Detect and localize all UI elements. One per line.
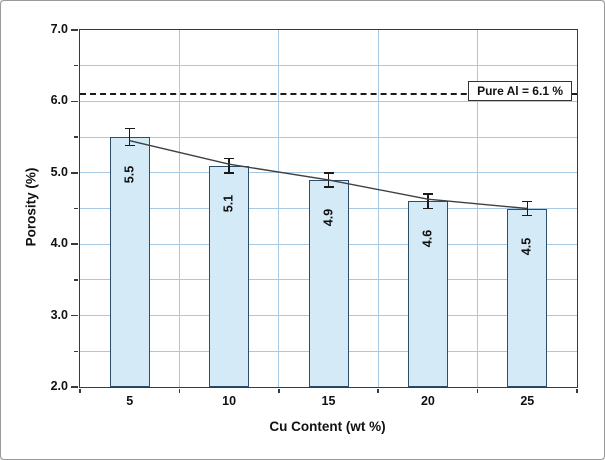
- x-tick: [79, 388, 81, 393]
- error-bar-cap: [522, 214, 533, 217]
- plot-area: Pure Al = 6.1 % 5.5 5 5.1 10 4.9 15 4.6 20 4.5 25…: [51, 22, 578, 408]
- v-gridline: [278, 30, 280, 387]
- bar-value-label: 4.5: [519, 237, 534, 255]
- y-tick-label: 2.0: [50, 379, 68, 393]
- x-tick: [576, 388, 578, 393]
- y-tick: [74, 207, 78, 210]
- y-tick: [71, 314, 78, 317]
- error-bar-line: [427, 194, 429, 209]
- y-tick: [74, 136, 78, 138]
- x-tick-label: 5: [126, 394, 134, 408]
- error-bar-line: [228, 158, 230, 173]
- y-tick: [71, 243, 78, 245]
- x-tick-label: 25: [520, 394, 535, 408]
- x-tick-label: 10: [222, 394, 237, 408]
- error-bar-cap: [323, 172, 334, 174]
- x-tick: [278, 388, 280, 393]
- y-tick-label: 3.0: [50, 307, 68, 322]
- error-bar-cap: [224, 172, 235, 174]
- v-gridline: [178, 30, 180, 387]
- y-tick: [71, 386, 78, 388]
- error-bar-cap: [422, 193, 433, 195]
- h-gridline: [80, 136, 577, 138]
- reference-line-label: Pure Al = 6.1 %: [468, 81, 572, 102]
- y-tick: [71, 172, 78, 174]
- y-tick-label: 7.0: [50, 22, 68, 36]
- y-tick-label: 6.0: [50, 93, 68, 108]
- bar-value-label: 4.9: [321, 208, 335, 227]
- x-tick: [178, 388, 181, 393]
- y-tick-label: 5.0: [50, 164, 68, 179]
- error-bar-cap: [124, 127, 135, 130]
- x-tick-label: 15: [321, 394, 336, 408]
- error-bar-cap: [422, 207, 433, 210]
- bar-value-label: 5.1: [221, 194, 236, 212]
- bar-value-label: 4.6: [420, 230, 435, 248]
- error-bar-cap: [323, 186, 334, 188]
- x-tick: [476, 388, 479, 393]
- error-bar-line: [327, 172, 330, 188]
- error-bar-cap: [224, 157, 235, 160]
- error-bar-line: [526, 201, 529, 216]
- y-tick: [74, 64, 78, 67]
- x-tick: [377, 388, 379, 393]
- y-tick: [71, 100, 78, 103]
- h-gridline: [80, 65, 577, 67]
- bar: [308, 179, 349, 387]
- x-axis-title: Cu Content (wt %): [269, 419, 386, 434]
- x-tick-label: 20: [420, 394, 435, 408]
- y-tick: [74, 350, 78, 353]
- y-axis-title: Porosity (%): [23, 167, 39, 247]
- v-gridline: [377, 30, 379, 387]
- error-bar-line: [128, 128, 131, 146]
- y-tick-label: 4.0: [50, 236, 68, 251]
- error-bar-cap: [124, 144, 135, 147]
- reference-line: [80, 93, 577, 96]
- bar-value-label: 5.5: [122, 165, 137, 184]
- y-tick: [74, 279, 78, 281]
- y-tick: [71, 29, 78, 31]
- bar: [407, 201, 448, 387]
- error-bar-cap: [522, 200, 533, 203]
- h-gridline: [80, 100, 577, 102]
